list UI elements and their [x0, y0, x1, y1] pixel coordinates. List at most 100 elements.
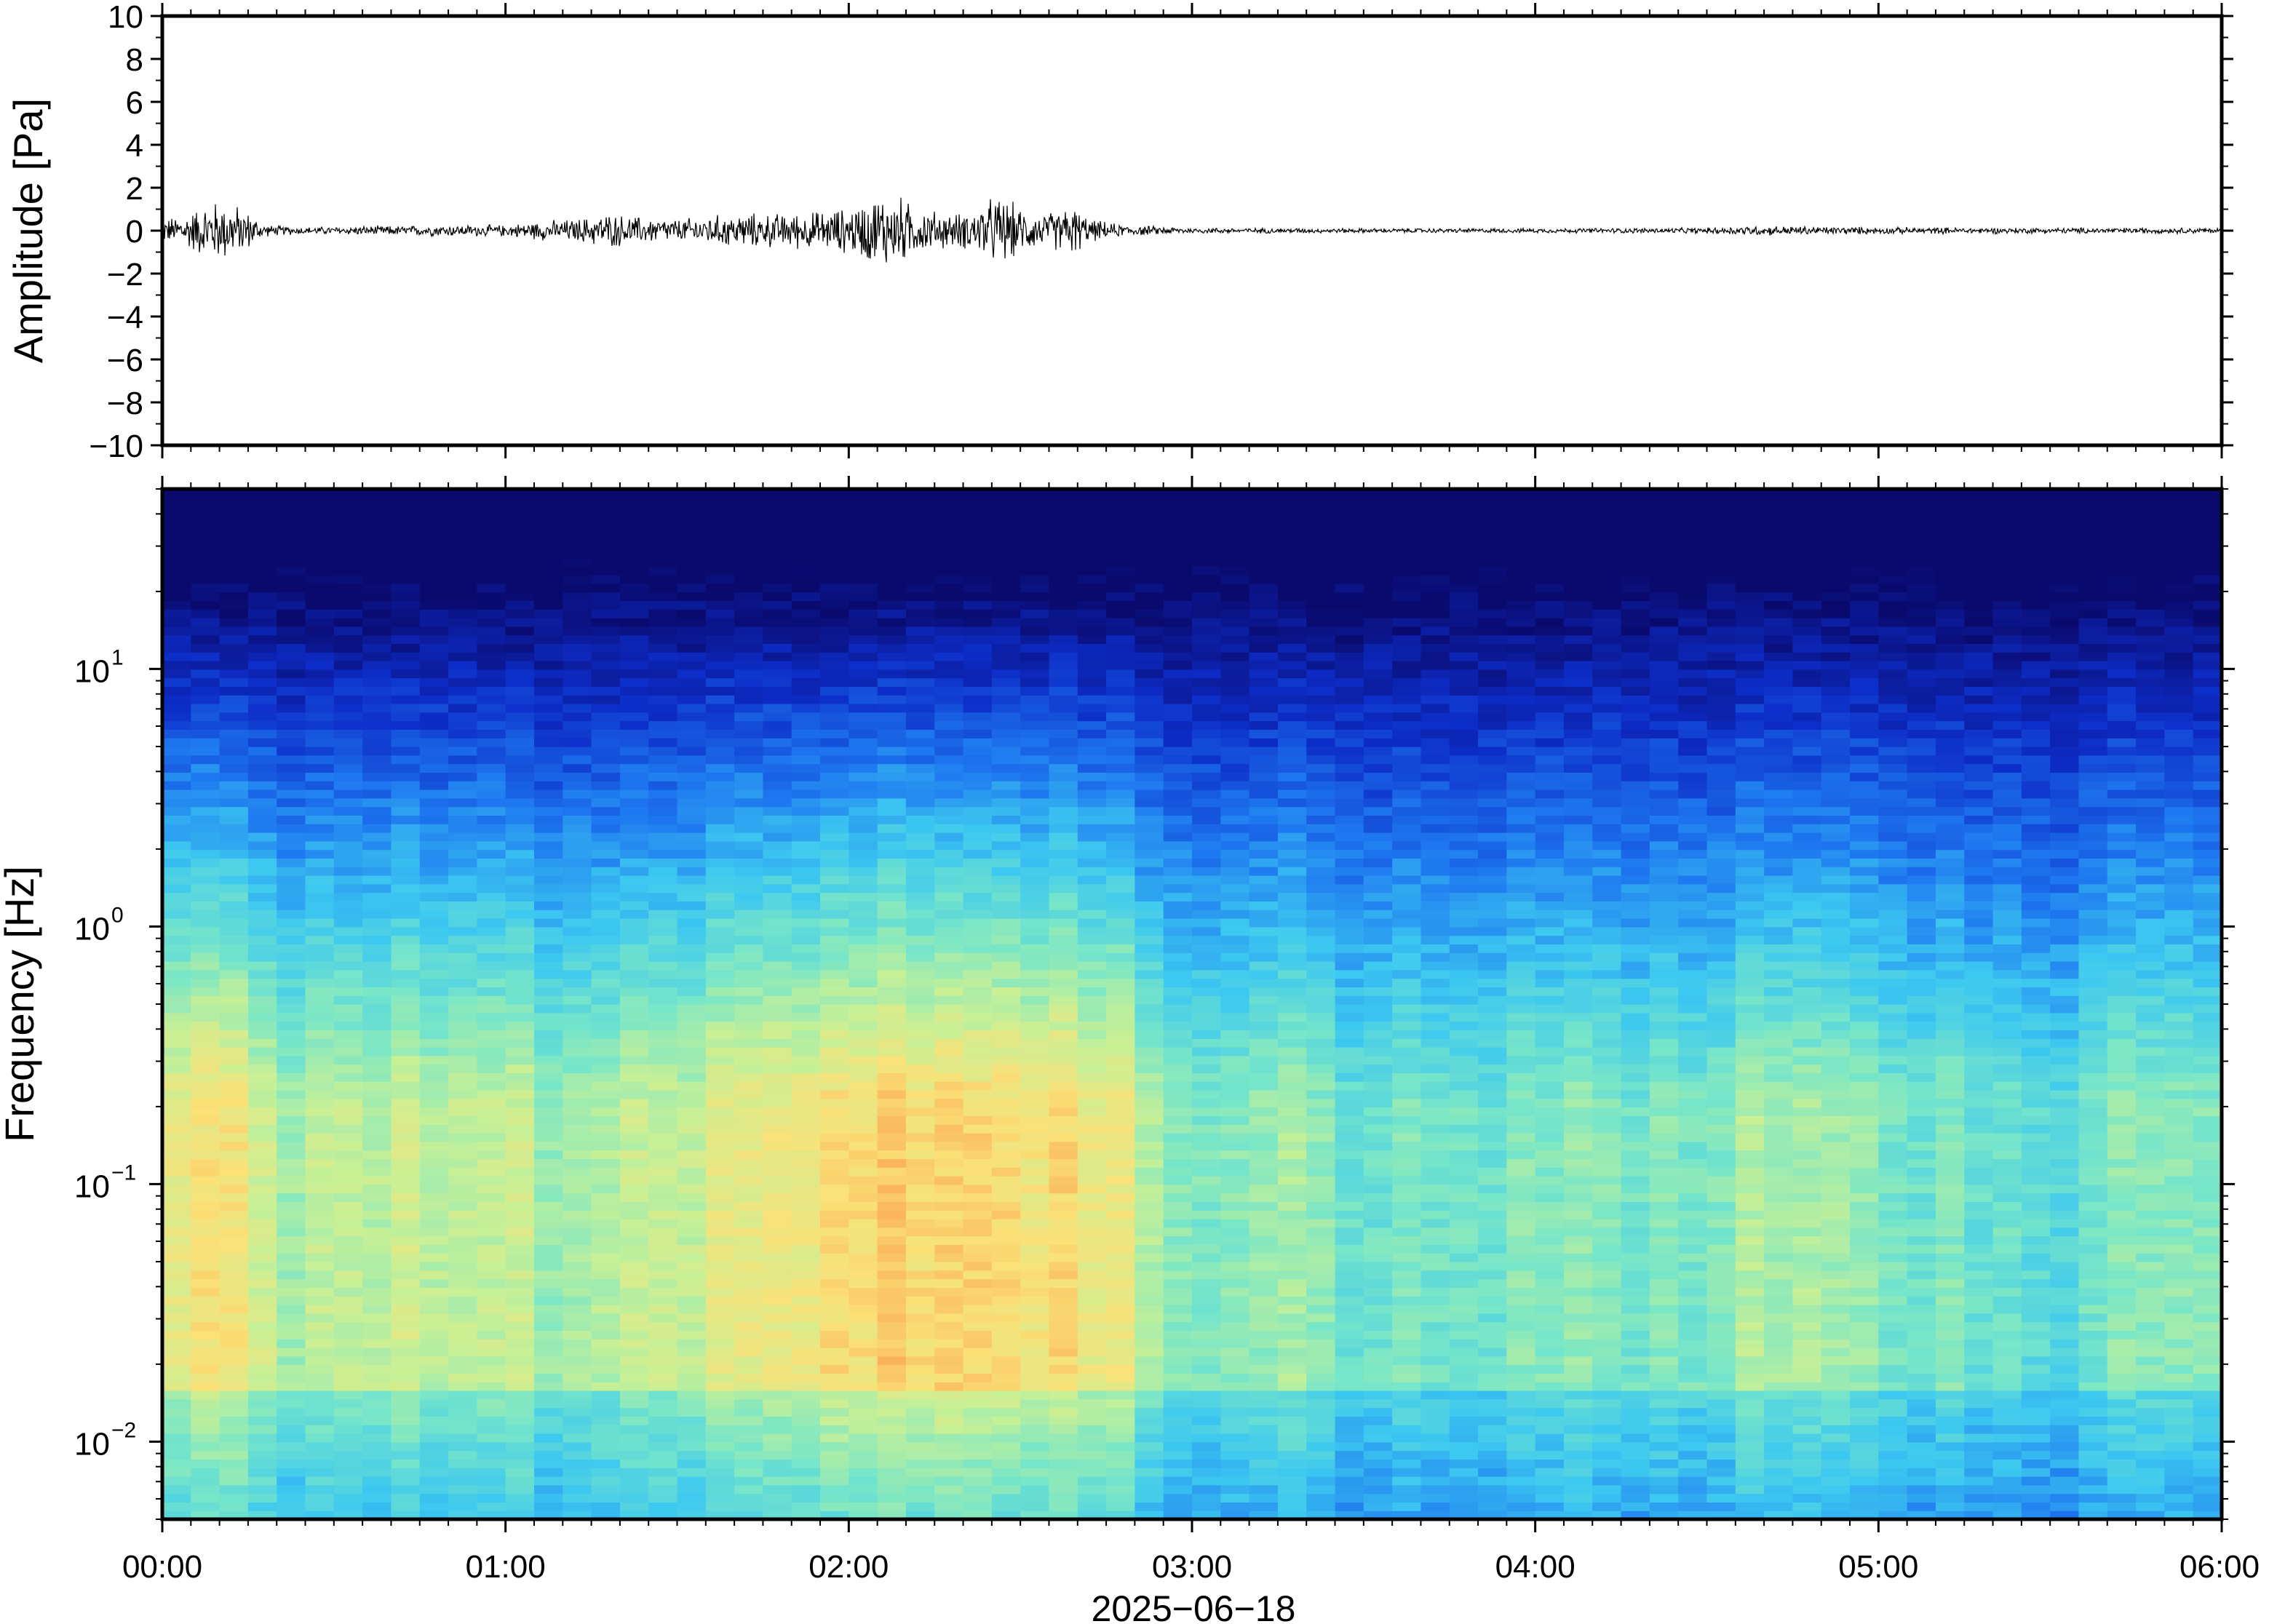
spectrogram-cell: [505, 1253, 535, 1262]
spectrogram-cell: [705, 643, 735, 653]
spectrogram-cell: [991, 1141, 1021, 1151]
spectrogram-cell: [934, 1115, 964, 1125]
spectrogram-cell: [905, 772, 935, 781]
spectrogram-cell: [1249, 995, 1279, 1005]
spectrogram-cell: [963, 944, 993, 953]
spectrogram-cell: [934, 875, 964, 885]
spectrogram-cell: [934, 600, 964, 610]
spectrogram-cell: [820, 840, 849, 851]
spectrogram-cell: [591, 489, 621, 498]
spectrogram-cell: [191, 1356, 220, 1366]
spectrogram-cell: [905, 686, 935, 696]
spectrogram-cell: [591, 824, 621, 833]
spectrogram-cell: [705, 1227, 735, 1237]
spectrogram-cell: [591, 763, 621, 773]
spectrogram-cell: [247, 1441, 277, 1452]
spectrogram-cell: [391, 952, 421, 962]
spectrogram-cell: [362, 858, 392, 867]
spectrogram-cell: [219, 592, 249, 601]
spectrogram-cell: [591, 918, 621, 928]
spectrogram-cell: [849, 1373, 878, 1382]
spectrogram-cell: [791, 901, 821, 910]
spectrogram-cell: [448, 1287, 477, 1297]
spectrogram-cell: [791, 557, 821, 567]
spectrogram-cell: [705, 652, 735, 661]
spectrogram-cell: [1077, 781, 1107, 790]
spectrogram-cell: [1134, 772, 1164, 781]
spectrogram-cell: [934, 1493, 964, 1502]
spectrogram-cell: [963, 747, 993, 756]
spectrogram-cell: [1192, 618, 1221, 627]
spectrogram-cell: [305, 806, 335, 816]
spectrogram-cell: [934, 1030, 964, 1039]
spectrogram-cell: [563, 926, 592, 936]
spectrogram-cell: [763, 1141, 792, 1151]
spectrogram-cell: [362, 995, 392, 1005]
spectrogram-cell: [1192, 789, 1221, 799]
spectrogram-cell: [791, 1012, 821, 1022]
spectrogram-cell: [1134, 600, 1164, 610]
spectrogram-cell: [563, 1219, 592, 1228]
spectrogram-cell: [477, 763, 506, 773]
spectrogram-cell: [1134, 1356, 1164, 1366]
spectrogram-cell: [419, 1210, 449, 1219]
spectrogram-cell: [277, 652, 306, 661]
spectrogram-cell: [277, 1004, 306, 1014]
spectrogram-cell: [1020, 1253, 1050, 1262]
spectrogram-cell: [1106, 772, 1135, 781]
spectrogram-cell: [333, 557, 363, 567]
spectrogram-cell: [391, 892, 421, 901]
spectrogram-cell: [1163, 1305, 1193, 1314]
spectrogram-cell: [1077, 1219, 1107, 1228]
spectrogram-cell: [1163, 1055, 1193, 1065]
spectrogram-cell: [563, 1047, 592, 1056]
spectrogram-cell: [763, 1235, 792, 1245]
spectrogram-cell: [1049, 592, 1078, 601]
spectrogram-cell: [563, 1373, 592, 1382]
spectrogram-cell: [533, 1004, 563, 1014]
spectrogram-cell: [705, 1459, 735, 1468]
spectrogram-cell: [963, 738, 993, 747]
spectrogram-cell: [648, 1407, 678, 1417]
spectrogram-cell: [305, 1004, 335, 1014]
spectrogram-cell: [791, 1441, 821, 1452]
spectrogram-cell: [963, 978, 993, 987]
spectrogram-cell: [505, 489, 535, 498]
spectrogram-cell: [763, 1167, 792, 1177]
spectrogram-cell: [963, 883, 993, 893]
spectrogram-cell: [648, 600, 678, 610]
spectrogram-cell: [1192, 1398, 1221, 1409]
spectrogram-cell: [1077, 1398, 1107, 1409]
spectrogram-cell: [734, 695, 764, 704]
spectrogram-cell: [1192, 815, 1221, 824]
spectrogram-cell: [1106, 926, 1135, 936]
spectrogram-cell: [162, 1364, 191, 1374]
spectrogram-cell: [1049, 1459, 1078, 1468]
spectrogram-cell: [219, 901, 249, 910]
spectrogram-cell: [1220, 1038, 1250, 1048]
spectrogram-cell: [849, 540, 878, 550]
spectrogram-cell: [877, 935, 907, 944]
spectrogram-cell: [648, 883, 678, 893]
spectrogram-cell: [277, 514, 306, 524]
spectrogram-cell: [477, 1004, 506, 1014]
spectrogram-cell: [1249, 1004, 1279, 1014]
spectrogram-cell: [791, 1407, 821, 1417]
spectrogram-cell: [934, 677, 964, 687]
spectrogram-cell: [391, 772, 421, 781]
spectrogram-cell: [648, 1193, 678, 1202]
spectrogram-cell: [162, 1176, 191, 1185]
spectrogram-cell: [648, 1115, 678, 1125]
spectrogram-cell: [905, 875, 935, 885]
spectrogram-cell: [763, 1090, 792, 1099]
spectrogram-cell: [1277, 738, 1307, 747]
spectrogram-cell: [820, 1407, 849, 1417]
spectrogram-cell: [705, 1493, 735, 1502]
spectrogram-cell: [1077, 1459, 1107, 1468]
spectrogram-cell: [1049, 712, 1078, 722]
spectrogram-cell: [791, 935, 821, 944]
spectrogram-cell: [533, 1321, 563, 1331]
spectrogram-cell: [905, 1055, 935, 1065]
spectrogram-cell: [791, 1055, 821, 1065]
spectrogram-cell: [820, 1459, 849, 1468]
